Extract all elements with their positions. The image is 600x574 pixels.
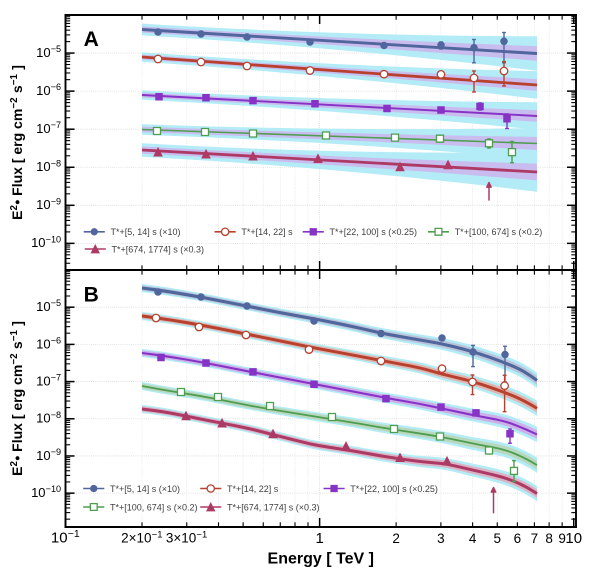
svg-text:1 0 −: 1 0 − 7: [36, 115, 61, 137]
svg-text:1 0 −: 1 0 − 7: [36, 368, 61, 390]
svg-text:1 0 −: 1 0 − 5: [36, 39, 61, 61]
svg-text:2 × 1: 2 × 1 0 − 1: [121, 525, 162, 547]
svg-text:6: 6: [514, 531, 522, 546]
svg-text:3 × 1: 3 × 1 0 − 1: [166, 525, 207, 547]
svg-text:1 0 −: 1 0 − 1: [51, 524, 80, 547]
svg-text:7: 7: [531, 531, 539, 546]
svg-text:1 0 −: 1 0 − 1 0: [31, 479, 61, 501]
svg-text:1 0 −: 1 0 − 1 0: [31, 229, 61, 251]
svg-text:2: 2: [392, 531, 400, 546]
svg-text:1 0 −: 1 0 − 5: [36, 293, 61, 315]
svg-text:T*+[14, 22] s: T*+[14, 22] s: [241, 227, 293, 237]
svg-text:5: 5: [493, 531, 501, 546]
svg-text:1 0 −: 1 0 − 9: [36, 191, 61, 213]
svg-text:1 0 −: 1 0 − 8: [36, 153, 61, 175]
svg-text:Energy [ TeV ]: Energy [ TeV ]: [268, 551, 374, 568]
svg-text:1: 1: [315, 530, 323, 547]
svg-text:T*+[22, 100] s (×0.25): T*+[22, 100] s (×0.25): [350, 484, 438, 494]
svg-text:E • F: E • F l u x [ e r g c m s ] 2 − 2: [4, 317, 26, 476]
svg-text:3: 3: [437, 531, 445, 546]
svg-text:E • F: E • F l u x [ e r g c m s ] 2 − 2: [4, 61, 26, 220]
svg-text:T*+[674, 1774] s (×0.3): T*+[674, 1774] s (×0.3): [112, 244, 205, 254]
svg-text:T*+[100, 674] s (×0.2): T*+[100, 674] s (×0.2): [455, 227, 543, 237]
svg-text:1 0 −: 1 0 − 8: [36, 405, 61, 427]
svg-text:T*+[5, 14] s (×10): T*+[5, 14] s (×10): [111, 227, 181, 237]
svg-text:1 0 −: 1 0 − 6: [36, 330, 61, 352]
svg-text:10: 10: [565, 530, 582, 547]
svg-text:T*+[674, 1774] s (×0.3): T*+[674, 1774] s (×0.3): [227, 502, 320, 512]
svg-text:8: 8: [545, 531, 553, 546]
svg-text:T*+[100, 674] s (×0.2): T*+[100, 674] s (×0.2): [110, 502, 198, 512]
svg-text:A: A: [84, 28, 99, 51]
svg-text:1 0 −: 1 0 − 6: [36, 77, 61, 99]
svg-text:4: 4: [469, 531, 477, 546]
svg-text:T*+[14, 22] s: T*+[14, 22] s: [227, 484, 279, 494]
svg-text:T*+[22, 100] s (×0.25): T*+[22, 100] s (×0.25): [330, 227, 418, 237]
svg-text:T*+[5, 14] s (×10): T*+[5, 14] s (×10): [110, 484, 180, 494]
svg-text:9: 9: [558, 531, 566, 546]
svg-text:B: B: [84, 283, 99, 306]
svg-text:1 0 −: 1 0 − 9: [36, 442, 61, 464]
